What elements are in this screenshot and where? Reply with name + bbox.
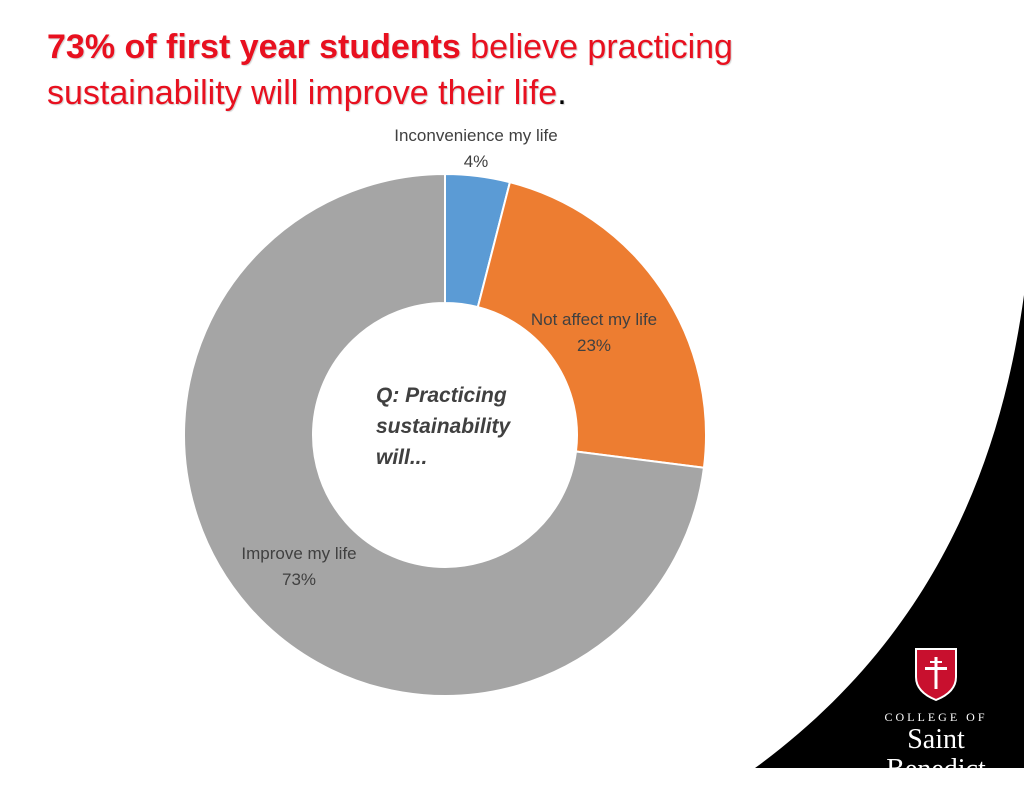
slice-value-inconvenience: 4% xyxy=(463,152,489,171)
title-bold-part: 73% of first year students xyxy=(47,28,461,66)
slice-label-improve: Improve my life 73% xyxy=(224,541,374,593)
slice-label-not-affect: Not affect my life 23% xyxy=(514,307,674,359)
title-period: . xyxy=(557,74,567,112)
slice-label-inconvenience: Inconvenience my life 4% xyxy=(386,123,566,175)
logo-line2: Saint Benedict xyxy=(886,724,986,785)
college-logo: COLLEGE OF Saint Benedict xyxy=(856,647,1016,785)
slice-name-improve: Improve my life xyxy=(241,544,357,563)
center-question-label: Q: Practicing sustainability will... xyxy=(376,384,511,469)
donut-chart xyxy=(183,172,707,697)
shield-cross-icon xyxy=(915,648,957,702)
slice-value-improve: 73% xyxy=(281,570,317,589)
title-rest-part: believe practicing sustainability will i… xyxy=(47,28,733,112)
donut-slice-improve-my-life xyxy=(183,172,706,697)
slice-value-not-affect: 23% xyxy=(576,336,612,355)
slide-title: 73% of first year students believe pract… xyxy=(47,24,807,116)
donut-slice-not-affect-my-life xyxy=(476,180,707,469)
logo-line1: COLLEGE OF xyxy=(884,710,988,724)
slice-name-inconvenience: Inconvenience my life xyxy=(394,126,558,145)
slice-name-not-affect: Not affect my life xyxy=(530,310,658,329)
